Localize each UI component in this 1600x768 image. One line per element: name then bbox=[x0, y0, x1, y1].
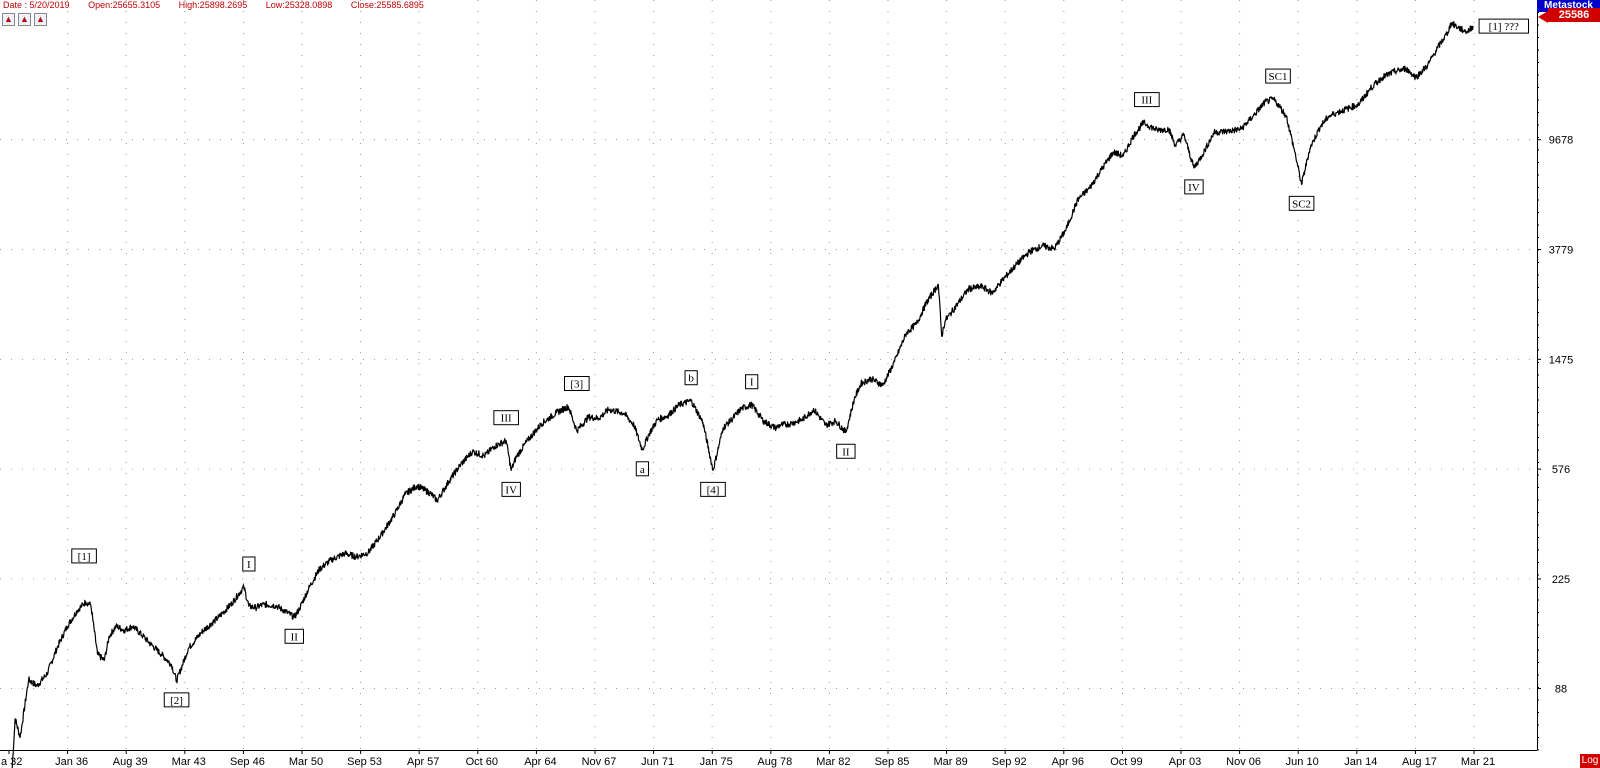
low-readout: Low:25328.0898 bbox=[265, 0, 333, 10]
wave-label-box bbox=[71, 548, 97, 564]
wave-label-box bbox=[700, 481, 726, 497]
y-tick-label: 3779 bbox=[1549, 244, 1573, 256]
ohlc-info-bar: Date : 5/20/2019 Open:25655.3105 High:25… bbox=[0, 0, 437, 11]
x-tick-label: Mar 82 bbox=[816, 756, 850, 768]
wave-label-box bbox=[1478, 18, 1529, 34]
high-readout: High:25898.2695 bbox=[178, 0, 248, 10]
x-tick-label: Mar 43 bbox=[172, 756, 206, 768]
wave-label: [3] bbox=[570, 378, 583, 390]
x-tick-label: Apr 57 bbox=[407, 756, 439, 768]
toolbar: ▲ ▲ ▲ bbox=[2, 13, 47, 26]
wave-label: [4] bbox=[707, 484, 720, 496]
date-readout: Date : 5/20/2019 bbox=[3, 0, 70, 10]
wave-label-box bbox=[501, 481, 521, 497]
x-tick-label: Nov 06 bbox=[1226, 756, 1261, 768]
wave-label-box bbox=[836, 443, 856, 459]
log-scale-toggle[interactable]: Log bbox=[1580, 754, 1600, 768]
x-tick-label: Apr 64 bbox=[524, 756, 556, 768]
x-tick-label: Oct 60 bbox=[466, 756, 498, 768]
x-tick-label: Apr 03 bbox=[1169, 756, 1201, 768]
chart-icon[interactable]: ▲ bbox=[34, 13, 47, 26]
chart-icon[interactable]: ▲ bbox=[18, 13, 31, 26]
wave-label-box bbox=[635, 461, 649, 477]
y-tick-label: 9678 bbox=[1549, 135, 1573, 147]
wave-label-box bbox=[684, 370, 698, 386]
x-tick-label: Mar 50 bbox=[289, 756, 323, 768]
price-series-line bbox=[11, 21, 1474, 768]
wave-label: I bbox=[750, 377, 754, 389]
y-tick-label: 576 bbox=[1552, 464, 1570, 476]
x-tick-label: Sep 85 bbox=[875, 756, 910, 768]
wave-label: II bbox=[842, 446, 850, 458]
wave-label-box bbox=[284, 628, 304, 644]
wave-label: IV bbox=[505, 484, 517, 496]
wave-label-box bbox=[1265, 68, 1291, 84]
chart-icon[interactable]: ▲ bbox=[2, 13, 15, 26]
x-tick-label: Apr 96 bbox=[1052, 756, 1084, 768]
y-tick-label: 1475 bbox=[1549, 354, 1573, 366]
y-tick-label: 225 bbox=[1552, 574, 1570, 586]
x-tick-label: Mar 89 bbox=[933, 756, 967, 768]
x-tick-label: Sep 92 bbox=[992, 756, 1027, 768]
x-tick-label: Jun 10 bbox=[1286, 756, 1319, 768]
open-readout: Open:25655.3105 bbox=[88, 0, 161, 10]
x-tick-label: Aug 17 bbox=[1402, 756, 1437, 768]
x-tick-label: Jun 71 bbox=[641, 756, 674, 768]
wave-label-box bbox=[163, 692, 190, 708]
last-price-tag: 25586 bbox=[1548, 8, 1600, 22]
wave-label-box bbox=[1134, 92, 1160, 108]
wave-label-box bbox=[1288, 195, 1315, 211]
wave-label: SC2 bbox=[1292, 198, 1311, 210]
wave-label: I bbox=[247, 559, 251, 571]
wave-label: III bbox=[501, 413, 512, 425]
x-tick-label: Nov 67 bbox=[582, 756, 617, 768]
wave-label: SC1 bbox=[1269, 71, 1288, 83]
x-tick-label: Sep 46 bbox=[230, 756, 265, 768]
x-tick-label: Jan 75 bbox=[700, 756, 733, 768]
x-tick-label: Aug 78 bbox=[757, 756, 792, 768]
wave-label-box bbox=[1184, 179, 1204, 195]
price-pointer bbox=[1538, 11, 1548, 23]
x-tick-label: Aug 39 bbox=[113, 756, 148, 768]
wave-label: [2] bbox=[170, 695, 183, 707]
wave-label: IV bbox=[1188, 182, 1200, 194]
x-tick-label: Jan 36 bbox=[55, 756, 88, 768]
wave-label-box bbox=[242, 556, 256, 572]
y-tick-label: 88 bbox=[1555, 684, 1567, 696]
wave-label: [1] bbox=[78, 551, 91, 563]
wave-label: a bbox=[640, 464, 645, 476]
x-tick-label: a 32 bbox=[1, 756, 22, 768]
x-tick-label: Oct 99 bbox=[1110, 756, 1142, 768]
x-tick-label: Jan 14 bbox=[1344, 756, 1377, 768]
wave-label-box bbox=[745, 374, 759, 390]
wave-label: III bbox=[1141, 95, 1152, 107]
wave-label: b bbox=[688, 373, 694, 385]
close-readout: Close:25585.6895 bbox=[350, 0, 424, 10]
wave-label: II bbox=[291, 631, 299, 643]
x-tick-label: Sep 53 bbox=[347, 756, 382, 768]
wave-label-box bbox=[563, 375, 590, 391]
wave-label: [1] ??? bbox=[1489, 21, 1519, 33]
x-tick-label: Mar 21 bbox=[1461, 756, 1495, 768]
wave-label-box bbox=[493, 410, 519, 426]
